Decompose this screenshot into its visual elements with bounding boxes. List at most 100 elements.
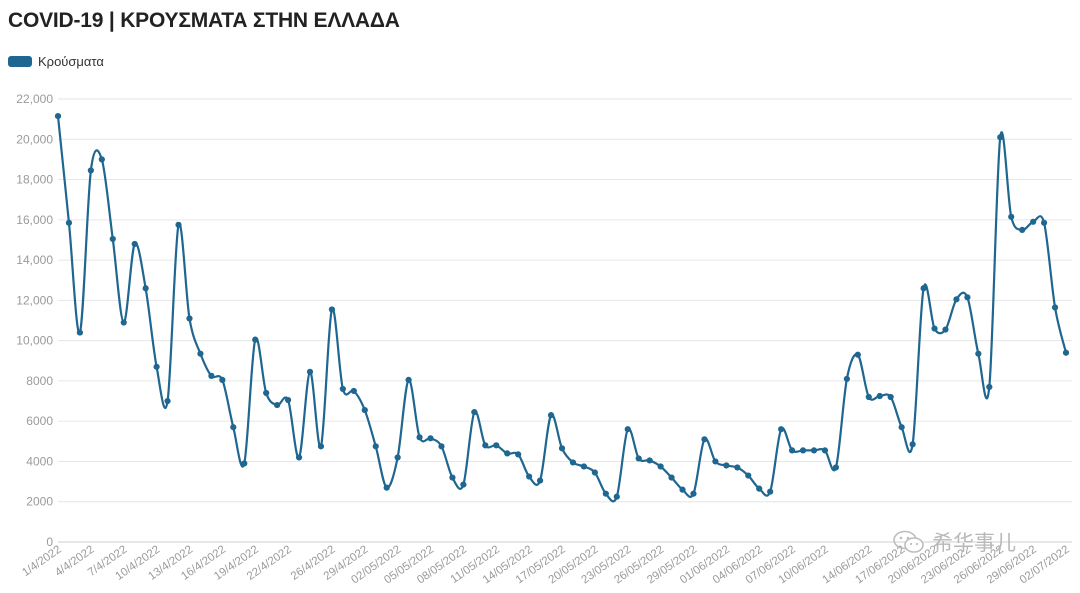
data-point[interactable] <box>646 457 653 464</box>
data-point[interactable] <box>197 350 204 357</box>
data-point[interactable] <box>142 285 149 292</box>
data-point[interactable] <box>164 397 171 405</box>
data-point[interactable] <box>383 484 390 491</box>
data-point[interactable] <box>887 393 894 401</box>
data-point[interactable] <box>372 443 379 450</box>
data-point[interactable] <box>657 463 664 470</box>
data-point[interactable] <box>986 383 993 391</box>
y-tick-label: 4000 <box>26 454 53 468</box>
data-point[interactable] <box>1051 304 1059 311</box>
data-point[interactable] <box>394 454 401 461</box>
data-point[interactable] <box>1008 213 1015 220</box>
data-point[interactable] <box>317 443 325 450</box>
data-point[interactable] <box>504 450 511 457</box>
y-tick-label: 6000 <box>26 414 53 428</box>
data-point[interactable] <box>591 469 598 476</box>
data-point[interactable] <box>482 442 489 449</box>
data-point[interactable] <box>208 372 215 379</box>
data-point[interactable] <box>964 294 971 301</box>
data-point[interactable] <box>131 240 138 248</box>
data-point[interactable] <box>186 315 193 322</box>
data-point[interactable] <box>778 426 785 433</box>
data-point[interactable] <box>997 134 1004 141</box>
data-point[interactable] <box>153 363 160 370</box>
data-point[interactable] <box>821 447 829 454</box>
data-point[interactable] <box>87 167 94 174</box>
data-point[interactable] <box>1030 218 1037 225</box>
legend[interactable]: Κρούσματα <box>8 54 104 69</box>
data-point[interactable] <box>120 319 127 326</box>
data-point[interactable] <box>854 351 861 358</box>
data-point[interactable] <box>832 464 840 471</box>
data-point[interactable] <box>580 463 588 470</box>
data-point[interactable] <box>843 375 850 382</box>
data-point[interactable] <box>679 486 686 493</box>
data-point[interactable] <box>252 336 259 343</box>
data-point[interactable] <box>306 368 314 375</box>
data-point[interactable] <box>690 490 697 497</box>
data-point[interactable] <box>241 460 248 467</box>
data-point[interactable] <box>471 409 478 416</box>
data-point[interactable] <box>931 325 938 332</box>
data-point[interactable] <box>1062 349 1070 356</box>
data-point[interactable] <box>274 401 281 409</box>
data-point[interactable] <box>536 477 544 484</box>
data-point[interactable] <box>810 447 818 454</box>
data-point[interactable] <box>284 396 292 404</box>
data-point[interactable] <box>65 219 73 226</box>
data-point[interactable] <box>219 376 226 384</box>
data-point[interactable] <box>909 441 916 448</box>
data-point[interactable] <box>449 474 456 481</box>
data-point[interactable] <box>624 426 631 433</box>
data-point[interactable] <box>76 329 84 336</box>
data-point[interactable] <box>339 385 346 393</box>
data-point[interactable] <box>876 392 883 400</box>
data-point[interactable] <box>427 435 434 442</box>
data-point[interactable] <box>515 451 522 458</box>
data-point[interactable] <box>712 458 719 465</box>
data-point[interactable] <box>602 490 609 497</box>
data-point[interactable] <box>438 443 445 450</box>
watermark-text: 希华事儿 <box>932 531 1016 555</box>
data-point[interactable] <box>175 221 182 228</box>
data-point[interactable] <box>865 393 872 401</box>
data-point[interactable] <box>547 412 555 419</box>
data-point[interactable] <box>569 459 577 466</box>
y-tick-label: 22,000 <box>16 92 53 106</box>
data-point[interactable] <box>898 424 905 431</box>
data-point[interactable] <box>788 447 796 454</box>
data-point[interactable] <box>723 462 730 469</box>
data-point[interactable] <box>745 472 752 479</box>
data-point[interactable] <box>799 447 807 454</box>
data-point[interactable] <box>635 455 642 462</box>
data-point[interactable] <box>405 376 412 384</box>
data-point[interactable] <box>942 326 949 333</box>
data-point[interactable] <box>54 113 62 120</box>
data-point[interactable] <box>361 407 368 414</box>
data-point[interactable] <box>734 464 741 471</box>
data-point[interactable] <box>953 296 960 303</box>
data-point[interactable] <box>920 285 927 292</box>
data-point[interactable] <box>526 473 533 480</box>
data-point[interactable] <box>767 488 774 495</box>
data-point[interactable] <box>1040 219 1048 226</box>
data-point[interactable] <box>109 235 116 243</box>
data-point[interactable] <box>613 493 620 500</box>
data-point[interactable] <box>668 474 675 481</box>
data-point[interactable] <box>493 442 500 449</box>
data-point[interactable] <box>98 156 105 163</box>
data-point[interactable] <box>230 424 237 431</box>
data-point[interactable] <box>328 306 336 313</box>
chart-title: COVID-19 | ΚΡΟΥΣΜΑΤΑ ΣΤΗΝ ΕΛΛΑΔΑ <box>8 9 400 32</box>
data-point[interactable] <box>350 387 357 395</box>
data-point[interactable] <box>416 434 423 441</box>
data-point[interactable] <box>460 481 467 488</box>
data-point[interactable] <box>263 389 270 397</box>
data-point[interactable] <box>295 454 303 461</box>
data-point[interactable] <box>558 445 566 452</box>
data-point[interactable] <box>701 436 708 443</box>
data-point[interactable] <box>975 350 982 357</box>
data-point[interactable] <box>1019 226 1026 233</box>
data-point[interactable] <box>756 485 763 492</box>
